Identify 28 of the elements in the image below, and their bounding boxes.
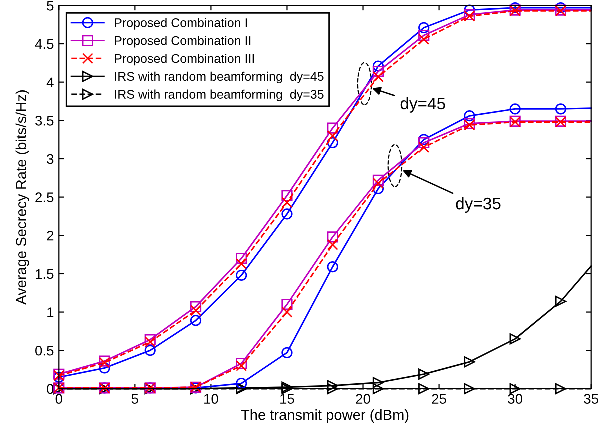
y-tick-label: 0 bbox=[47, 384, 54, 394]
y-tick-label: 2.5 bbox=[36, 192, 54, 202]
annotation: dy=35 bbox=[456, 197, 501, 213]
legend-label: Proposed Combination I bbox=[115, 18, 248, 30]
x-tick-label: 15 bbox=[280, 394, 294, 404]
legend-label: Proposed Combination II bbox=[115, 36, 251, 48]
y-tick-label: 1 bbox=[48, 308, 54, 318]
y-tick-label: 3 bbox=[47, 154, 54, 164]
y-tick-label: 4.5 bbox=[35, 39, 54, 50]
x-axis-title: The transmit power (dBm) bbox=[241, 410, 409, 424]
y-tick-label: 5 bbox=[47, 1, 54, 11]
x-tick-label: 5 bbox=[132, 394, 138, 404]
legend-label: IRS with random beamforming dy=45 bbox=[115, 72, 324, 84]
x-tick-label: 10 bbox=[204, 394, 218, 404]
y-tick-label: 3.5 bbox=[36, 116, 54, 126]
legend-label: Proposed Combination III bbox=[115, 54, 254, 66]
x-tick-label: 0 bbox=[56, 394, 62, 404]
annotation: dy=45 bbox=[400, 97, 446, 113]
x-tick-label: 30 bbox=[508, 394, 523, 404]
y-axis-title: Average Secrecy Rate (bits/s/Hz) bbox=[16, 90, 30, 305]
x-tick-label: 25 bbox=[432, 394, 446, 404]
y-tick-label: 0.5 bbox=[36, 346, 54, 356]
legend-label: IRS with random beamforming dy=35 bbox=[115, 90, 324, 102]
y-tick-label: 4 bbox=[46, 78, 54, 88]
y-tick-label: 1.5 bbox=[36, 269, 54, 280]
x-tick-label: 35 bbox=[584, 394, 599, 404]
x-tick-label: 20 bbox=[356, 394, 370, 404]
y-tick-label: 2 bbox=[47, 230, 54, 241]
